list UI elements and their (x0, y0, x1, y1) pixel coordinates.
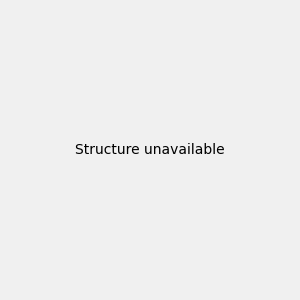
Text: Structure unavailable: Structure unavailable (75, 143, 225, 157)
